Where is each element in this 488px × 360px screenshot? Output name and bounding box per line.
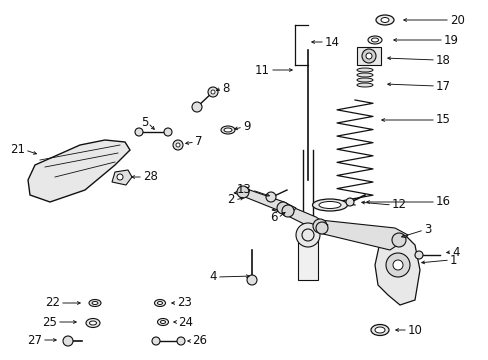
Text: 18: 18 <box>435 54 450 67</box>
Circle shape <box>63 336 73 346</box>
Circle shape <box>177 337 184 345</box>
Circle shape <box>282 205 293 217</box>
Text: 17: 17 <box>435 80 450 93</box>
Ellipse shape <box>312 199 347 211</box>
Polygon shape <box>28 140 130 202</box>
Text: 6: 6 <box>270 211 278 225</box>
Ellipse shape <box>380 18 388 22</box>
Ellipse shape <box>157 319 168 325</box>
Bar <box>297 235 317 280</box>
Circle shape <box>176 143 180 147</box>
Polygon shape <box>309 220 407 250</box>
Circle shape <box>365 53 371 59</box>
Polygon shape <box>234 188 295 215</box>
Polygon shape <box>112 170 132 185</box>
Text: 28: 28 <box>142 171 158 184</box>
Text: 19: 19 <box>443 33 458 46</box>
Circle shape <box>361 49 375 63</box>
Text: 12: 12 <box>391 198 406 211</box>
Text: 14: 14 <box>325 36 339 49</box>
Text: 20: 20 <box>449 13 464 27</box>
Circle shape <box>312 219 326 233</box>
Circle shape <box>173 140 183 150</box>
Circle shape <box>237 186 248 198</box>
Text: 4: 4 <box>451 246 459 258</box>
Ellipse shape <box>89 321 96 325</box>
Ellipse shape <box>374 327 384 333</box>
Ellipse shape <box>154 300 165 306</box>
Text: 11: 11 <box>254 63 269 77</box>
Text: 5: 5 <box>141 117 148 130</box>
Text: 13: 13 <box>237 184 251 197</box>
Circle shape <box>295 223 319 247</box>
Ellipse shape <box>367 36 381 44</box>
Text: 24: 24 <box>178 315 193 328</box>
Circle shape <box>414 251 422 259</box>
Bar <box>356 47 380 65</box>
Circle shape <box>315 222 327 234</box>
Circle shape <box>346 198 353 206</box>
Ellipse shape <box>375 15 393 25</box>
Polygon shape <box>374 230 419 305</box>
Text: 25: 25 <box>42 315 57 328</box>
Text: 7: 7 <box>195 135 202 148</box>
Ellipse shape <box>356 68 372 72</box>
Ellipse shape <box>160 320 165 324</box>
Text: 26: 26 <box>192 334 206 347</box>
Text: 10: 10 <box>407 324 422 337</box>
Circle shape <box>276 202 288 214</box>
Ellipse shape <box>370 324 388 336</box>
Circle shape <box>391 233 405 247</box>
Ellipse shape <box>92 301 98 305</box>
Text: 3: 3 <box>423 224 430 237</box>
Circle shape <box>385 253 409 277</box>
Ellipse shape <box>221 126 235 134</box>
Ellipse shape <box>224 128 231 132</box>
Circle shape <box>117 174 123 180</box>
Circle shape <box>163 128 172 136</box>
Circle shape <box>302 229 313 241</box>
Text: 23: 23 <box>177 297 191 310</box>
Text: 27: 27 <box>27 333 42 346</box>
Circle shape <box>392 260 402 270</box>
Polygon shape <box>271 204 327 232</box>
Ellipse shape <box>86 319 100 328</box>
Circle shape <box>152 337 160 345</box>
Ellipse shape <box>356 73 372 77</box>
Circle shape <box>207 87 218 97</box>
Text: 4: 4 <box>209 270 217 284</box>
Ellipse shape <box>356 78 372 82</box>
Ellipse shape <box>318 202 340 208</box>
Circle shape <box>246 275 257 285</box>
Text: 16: 16 <box>435 195 450 208</box>
Ellipse shape <box>371 38 378 42</box>
Text: 22: 22 <box>45 297 60 310</box>
Circle shape <box>210 90 215 94</box>
Circle shape <box>265 192 275 202</box>
Text: 1: 1 <box>449 253 457 266</box>
Circle shape <box>135 128 142 136</box>
Ellipse shape <box>89 300 101 306</box>
Text: 9: 9 <box>243 121 250 134</box>
Ellipse shape <box>157 301 162 305</box>
Text: 21: 21 <box>10 144 25 157</box>
Text: 15: 15 <box>435 113 450 126</box>
Circle shape <box>192 102 202 112</box>
Text: 2: 2 <box>227 193 235 207</box>
Text: 8: 8 <box>222 81 229 94</box>
Ellipse shape <box>356 83 372 87</box>
